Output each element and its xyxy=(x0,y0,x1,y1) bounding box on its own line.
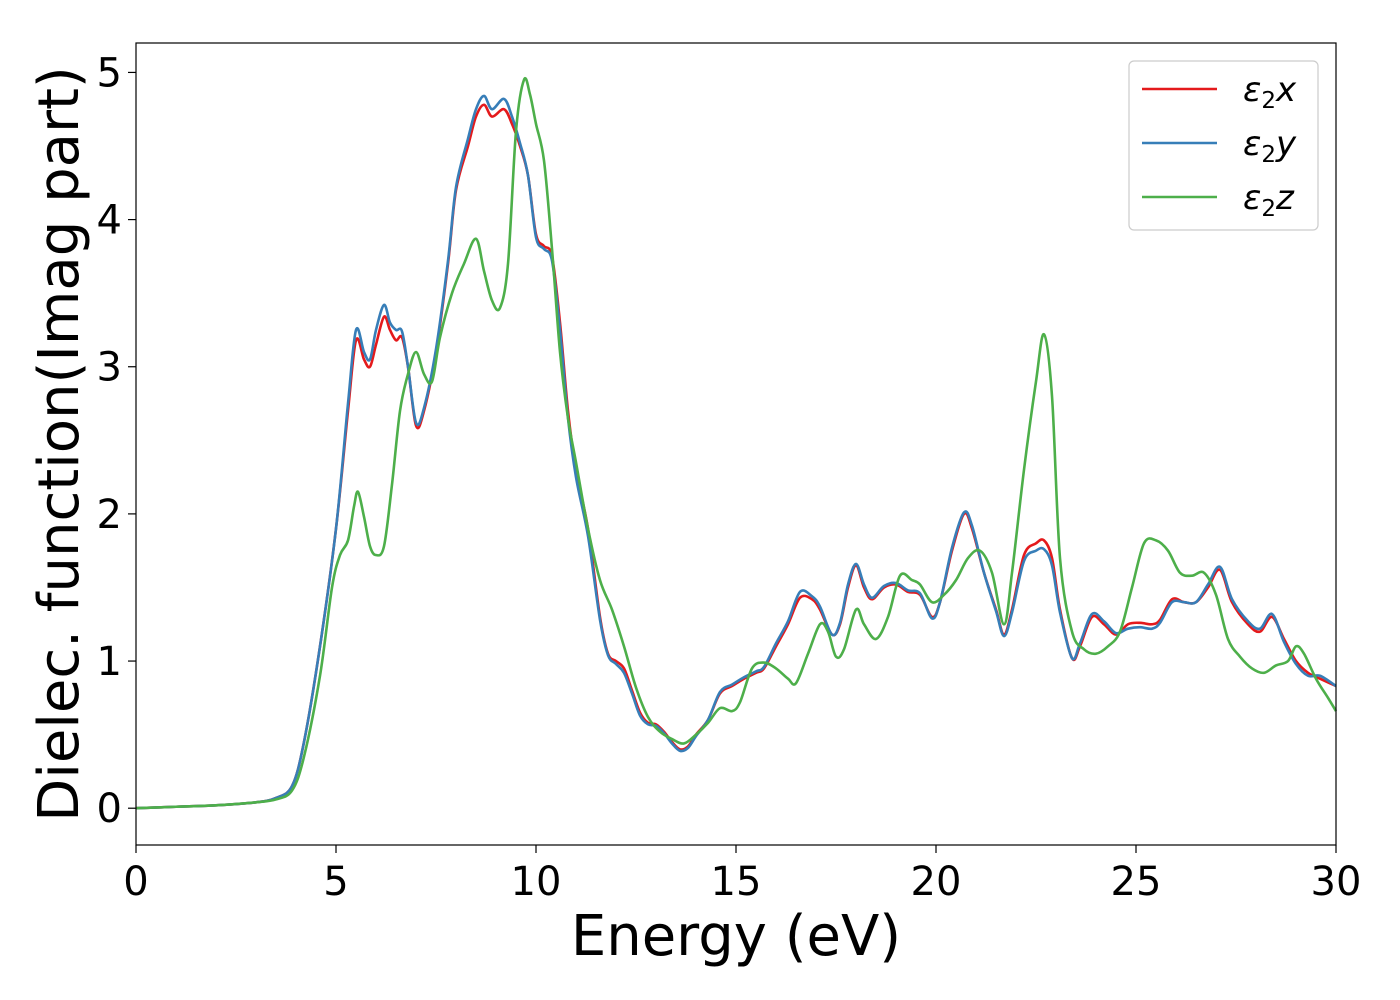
legend: ε2x ε2y ε2z xyxy=(1128,60,1319,231)
y-tick-label: 1 xyxy=(97,639,122,685)
y-axis-title: Dielec. function(Imag part) xyxy=(27,66,92,822)
y-tick-label: 0 xyxy=(97,786,122,832)
x-axis: 0 5 10 15 20 25 30 xyxy=(123,845,1361,905)
y-tick-label: 2 xyxy=(97,492,122,538)
x-tick-label: 10 xyxy=(511,859,562,905)
x-tick-label: 5 xyxy=(323,859,348,905)
y-tick-label: 3 xyxy=(97,345,122,391)
x-tick-label: 20 xyxy=(911,859,962,905)
x-tick-label: 15 xyxy=(711,859,762,905)
y-tick-label: 5 xyxy=(97,50,122,96)
series-line-z xyxy=(135,77,1338,810)
legend-label-y: ε2y xyxy=(1243,124,1297,168)
x-tick-label: 30 xyxy=(1311,859,1362,905)
y-tick-label: 4 xyxy=(97,198,122,244)
legend-label-z: ε2z xyxy=(1243,178,1295,222)
x-tick-label: 0 xyxy=(123,859,148,905)
legend-box xyxy=(1128,60,1319,231)
x-axis-title: Energy (eV) xyxy=(571,904,901,969)
y-axis: 0 1 2 3 4 5 xyxy=(97,50,136,832)
x-tick-label: 25 xyxy=(1111,859,1162,905)
legend-label-x: ε2x xyxy=(1243,70,1297,114)
series-layer xyxy=(135,77,1338,810)
series-line-y xyxy=(135,94,1337,810)
